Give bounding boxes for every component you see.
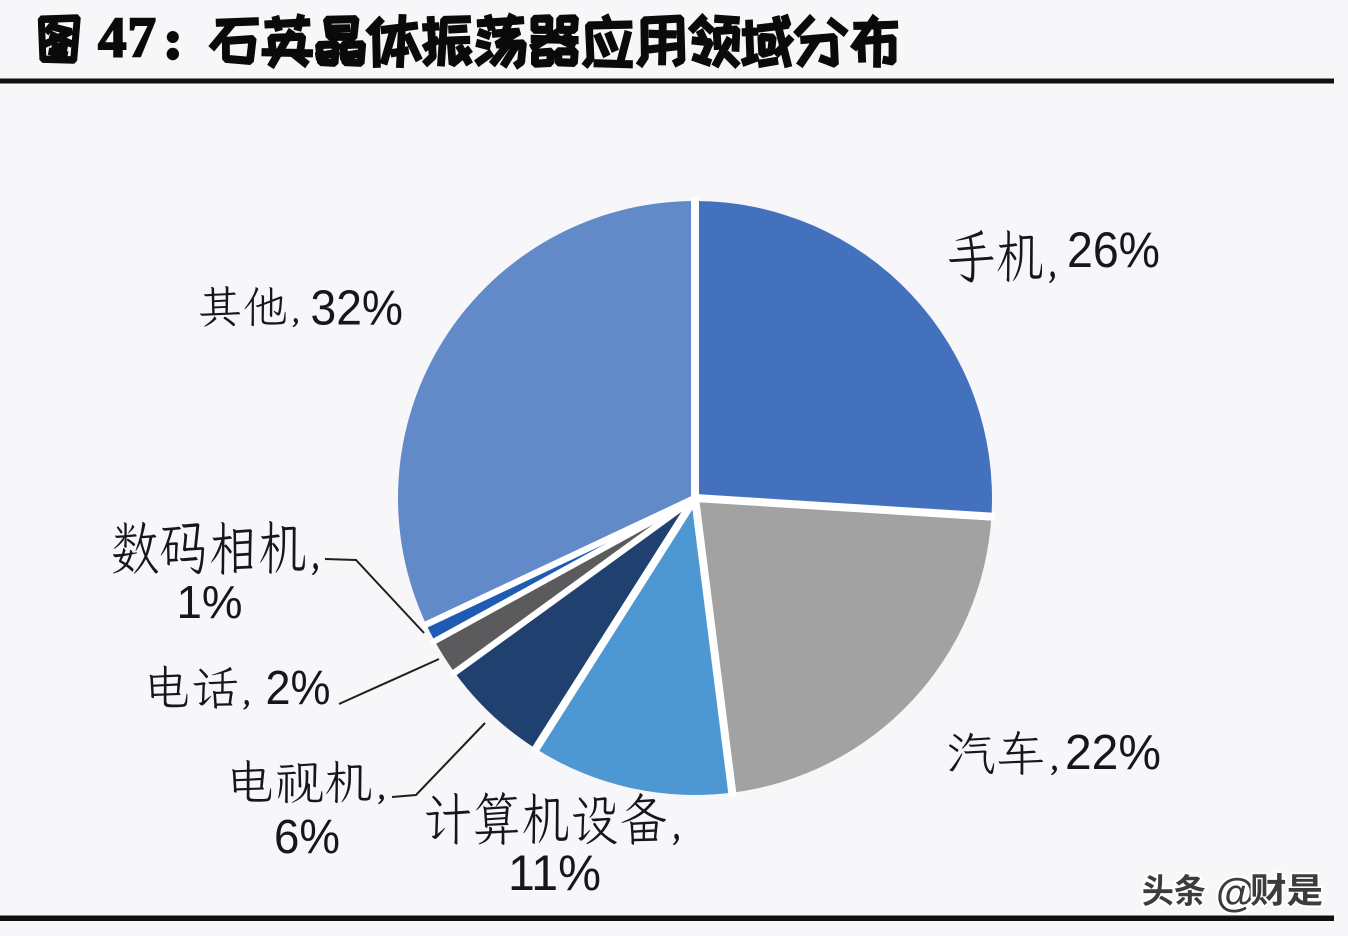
svg-text:@: @ [1216, 871, 1255, 915]
svg-text:2%: 2% [266, 662, 331, 715]
svg-text:47: 47 [98, 7, 156, 70]
svg-text:11%: 11% [508, 845, 601, 901]
svg-text:6%: 6% [274, 811, 340, 864]
svg-text:26%: 26% [1067, 222, 1160, 278]
svg-text:1%: 1% [177, 576, 243, 628]
svg-text:22%: 22% [1065, 726, 1161, 780]
svg-text:32%: 32% [311, 282, 404, 336]
